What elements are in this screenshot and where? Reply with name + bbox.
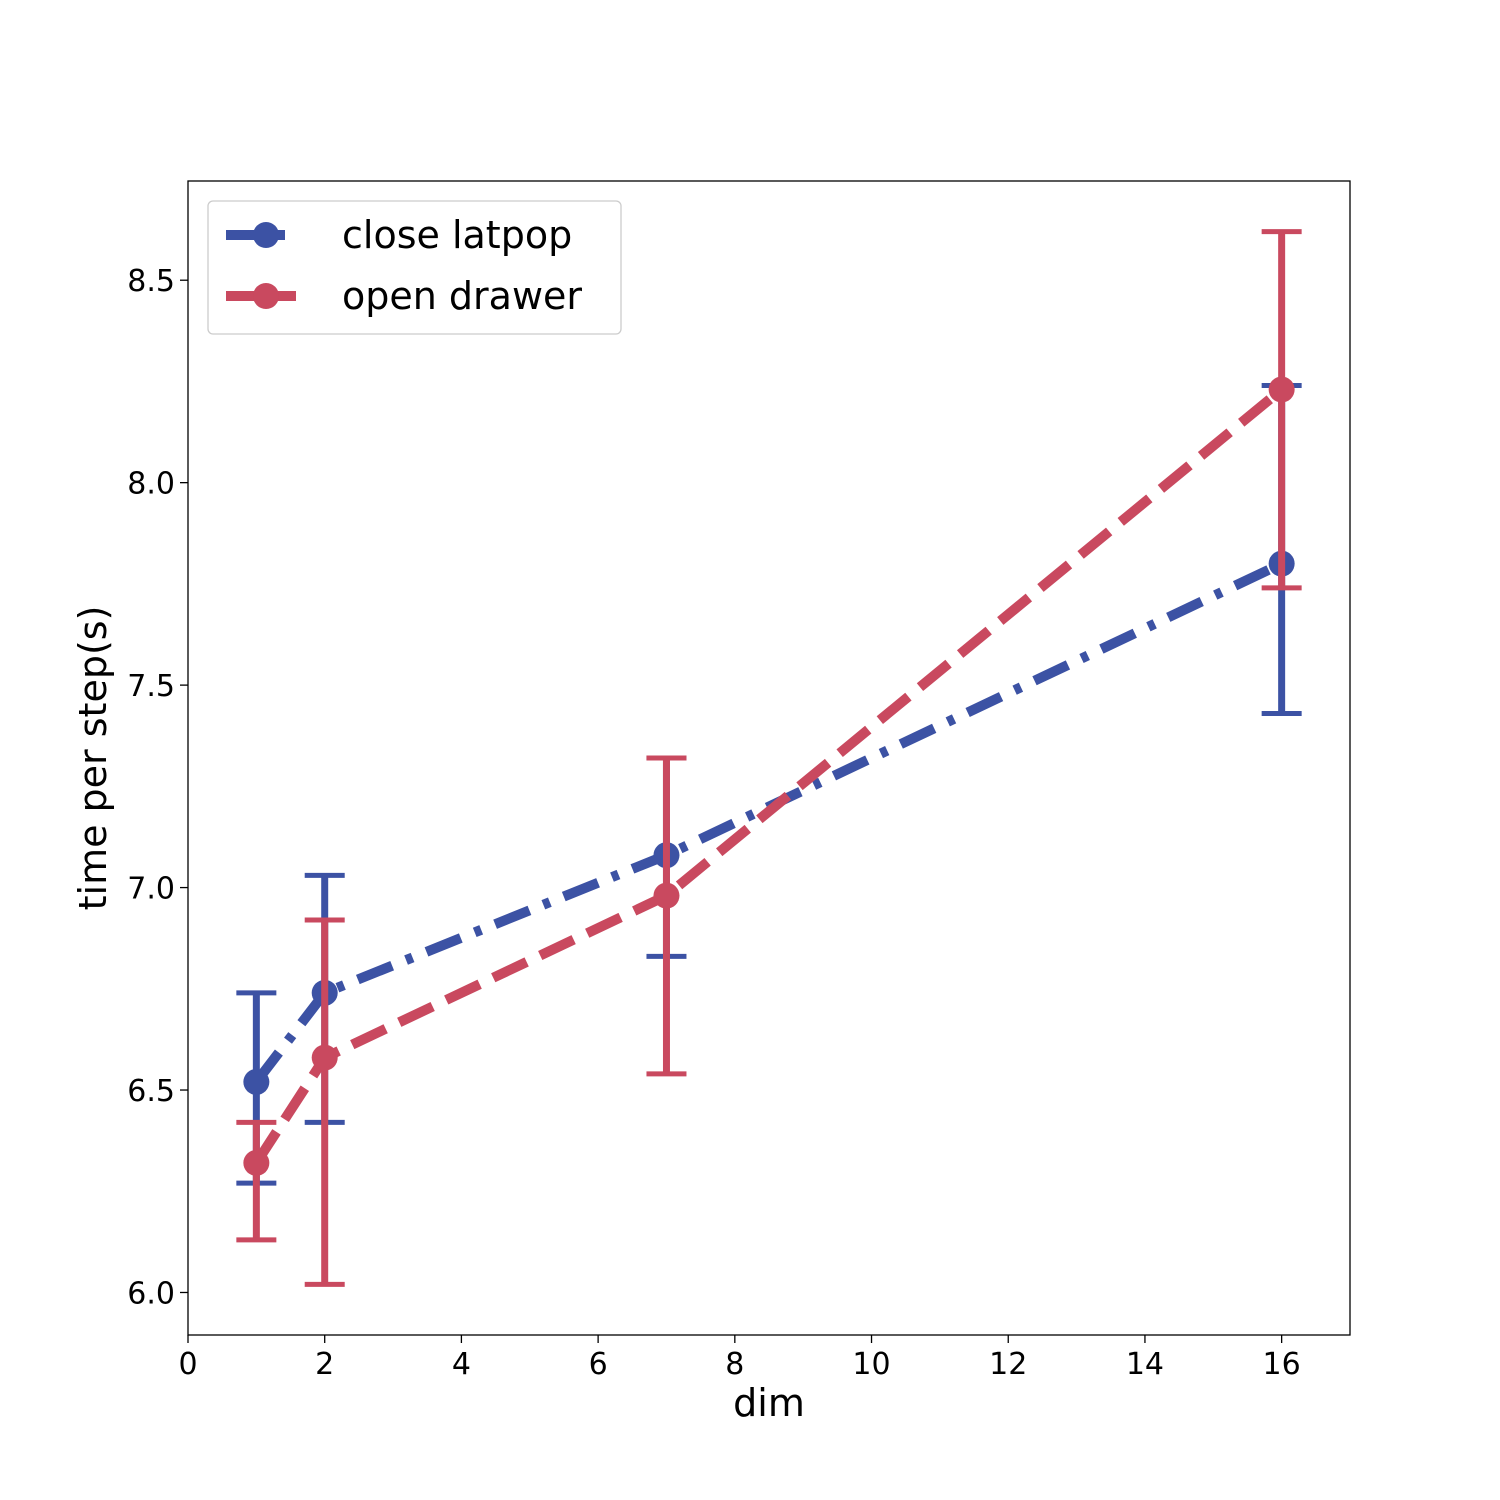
x-tick-label: 8	[725, 1347, 744, 1382]
y-axis: 6.0 6.5 7.0 7.5 8.0 8.5	[127, 264, 188, 1311]
x-tick-label: 10	[852, 1347, 890, 1382]
legend-frame	[207, 200, 622, 335]
x-tick-label: 6	[589, 1347, 608, 1382]
x-axis-label: dim	[733, 1381, 805, 1425]
series-1	[236, 229, 1302, 1287]
legend-marker	[253, 283, 279, 309]
data-point	[311, 1044, 338, 1071]
x-tick-label: 0	[178, 1347, 197, 1382]
legend-label: close latpop	[342, 213, 572, 257]
x-tick-label: 12	[989, 1347, 1027, 1382]
x-tick-label: 16	[1263, 1347, 1301, 1382]
series-line	[252, 559, 1284, 1085]
legend: close latpop open drawer	[207, 200, 622, 335]
data-point	[1268, 376, 1295, 403]
data-point	[653, 882, 680, 909]
x-tick-label: 2	[315, 1347, 334, 1382]
plot-area	[188, 181, 1350, 1335]
series-line	[252, 385, 1285, 1166]
series-0	[236, 382, 1302, 1186]
data-point	[243, 1068, 270, 1095]
y-tick-label: 6.5	[127, 1074, 175, 1109]
plot-frame	[187, 180, 1351, 1336]
x-axis: 0 2 4 6 8 10 12 14 16	[178, 1335, 1301, 1382]
y-tick-label: 7.5	[127, 669, 175, 704]
legend-marker	[253, 222, 279, 248]
data-point	[243, 1149, 270, 1176]
y-tick-label: 7.0	[127, 872, 175, 907]
y-tick-label: 8.5	[127, 264, 175, 299]
y-tick-label: 8.0	[127, 467, 175, 502]
y-tick-label: 6.0	[127, 1276, 175, 1311]
series-layer	[236, 229, 1302, 1287]
x-tick-label: 4	[452, 1347, 471, 1382]
x-tick-label: 14	[1126, 1347, 1164, 1382]
legend-label: open drawer	[342, 274, 582, 318]
y-axis-label: time per step(s)	[71, 606, 115, 911]
